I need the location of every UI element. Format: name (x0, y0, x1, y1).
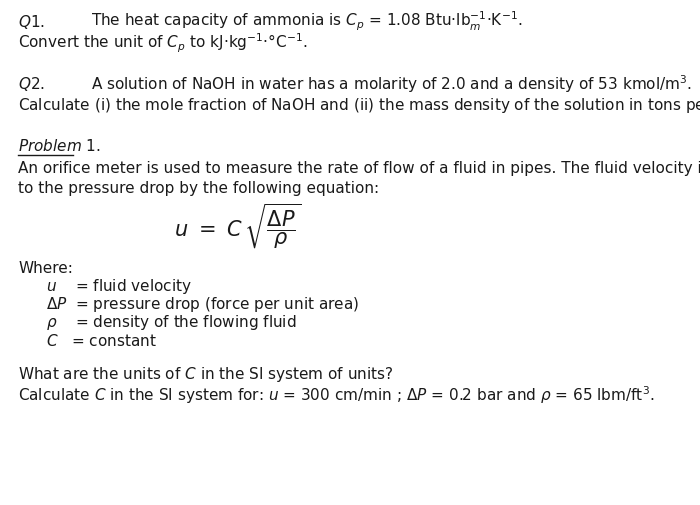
Text: What are the units of $C$ in the SI system of units?: What are the units of $C$ in the SI syst… (18, 365, 394, 384)
Text: $\Delta P$  = pressure drop (force per unit area): $\Delta P$ = pressure drop (force per un… (46, 295, 359, 314)
Text: $\boldsymbol{\mathit{Q1.}}$: $\boldsymbol{\mathit{Q1.}}$ (18, 13, 45, 30)
Text: $u$    = fluid velocity: $u$ = fluid velocity (46, 277, 192, 296)
Text: Where:: Where: (18, 261, 73, 276)
Text: $\boldsymbol{\mathit{Q2.}}$: $\boldsymbol{\mathit{Q2.}}$ (18, 75, 45, 92)
Text: Calculate $C$ in the SI system for: $u$ = 300 cm/min ; $\Delta P$ = 0.2 bar and : Calculate $C$ in the SI system for: $u$ … (18, 383, 655, 405)
Text: $u \ = \ C\,\sqrt{\dfrac{\Delta P}{\rho}}$: $u \ = \ C\,\sqrt{\dfrac{\Delta P}{\rho}… (174, 201, 301, 251)
Text: The heat capacity of ammonia is $C_p$ = 1.08 Btu·lb$_m^{-1}$·K$^{-1}$.: The heat capacity of ammonia is $C_p$ = … (90, 10, 522, 33)
Text: to the pressure drop by the following equation:: to the pressure drop by the following eq… (18, 180, 379, 195)
Text: A solution of NaOH in water has a molarity of 2.0 and a density of 53 kmol/m$^3$: A solution of NaOH in water has a molari… (90, 73, 692, 94)
Text: $C$   = constant: $C$ = constant (46, 332, 157, 348)
Text: $\rho$    = density of the flowing fluid: $\rho$ = density of the flowing fluid (46, 313, 297, 331)
Text: $\boldsymbol{\mathit{Problem\ 1.}}$: $\boldsymbol{\mathit{Problem\ 1.}}$ (18, 138, 101, 154)
Text: Calculate (i) the mole fraction of NaOH and (ii) the mass density of the solutio: Calculate (i) the mole fraction of NaOH … (18, 94, 700, 116)
Text: An orifice meter is used to measure the rate of flow of a fluid in pipes. The fl: An orifice meter is used to measure the … (18, 161, 700, 176)
Text: Convert the unit of $C_p$ to kJ·kg$^{-1}$·°C$^{-1}$.: Convert the unit of $C_p$ to kJ·kg$^{-1}… (18, 31, 308, 55)
